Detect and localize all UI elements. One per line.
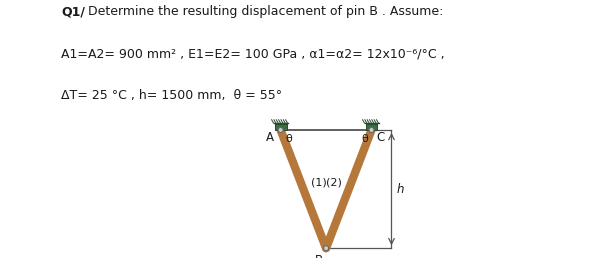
- Text: B: B: [315, 254, 323, 258]
- Circle shape: [323, 246, 329, 251]
- Circle shape: [369, 127, 374, 133]
- Text: θ: θ: [285, 134, 292, 144]
- Text: ΔT= 25 °C , h= 1500 mm,  θ = 55°: ΔT= 25 °C , h= 1500 mm, θ = 55°: [61, 89, 282, 102]
- Text: A1=A2= 900 mm² , E1=E2= 100 GPa , α1=α2= 12x10⁻⁶/°C ,: A1=A2= 900 mm² , E1=E2= 100 GPa , α1=α2=…: [61, 48, 445, 61]
- Text: Determine the resulting displacement of pin B . Assume:: Determine the resulting displacement of …: [84, 5, 444, 18]
- Text: C: C: [376, 131, 384, 144]
- Text: A: A: [266, 131, 274, 144]
- Text: h: h: [397, 183, 404, 196]
- Text: θ: θ: [361, 134, 368, 144]
- Text: Q1/: Q1/: [61, 5, 85, 18]
- Circle shape: [278, 127, 283, 133]
- Text: (1): (1): [310, 178, 326, 188]
- Bar: [365, 123, 378, 130]
- Bar: [275, 123, 287, 125]
- Text: (2): (2): [326, 178, 342, 188]
- Bar: [275, 123, 287, 130]
- Bar: [365, 123, 378, 125]
